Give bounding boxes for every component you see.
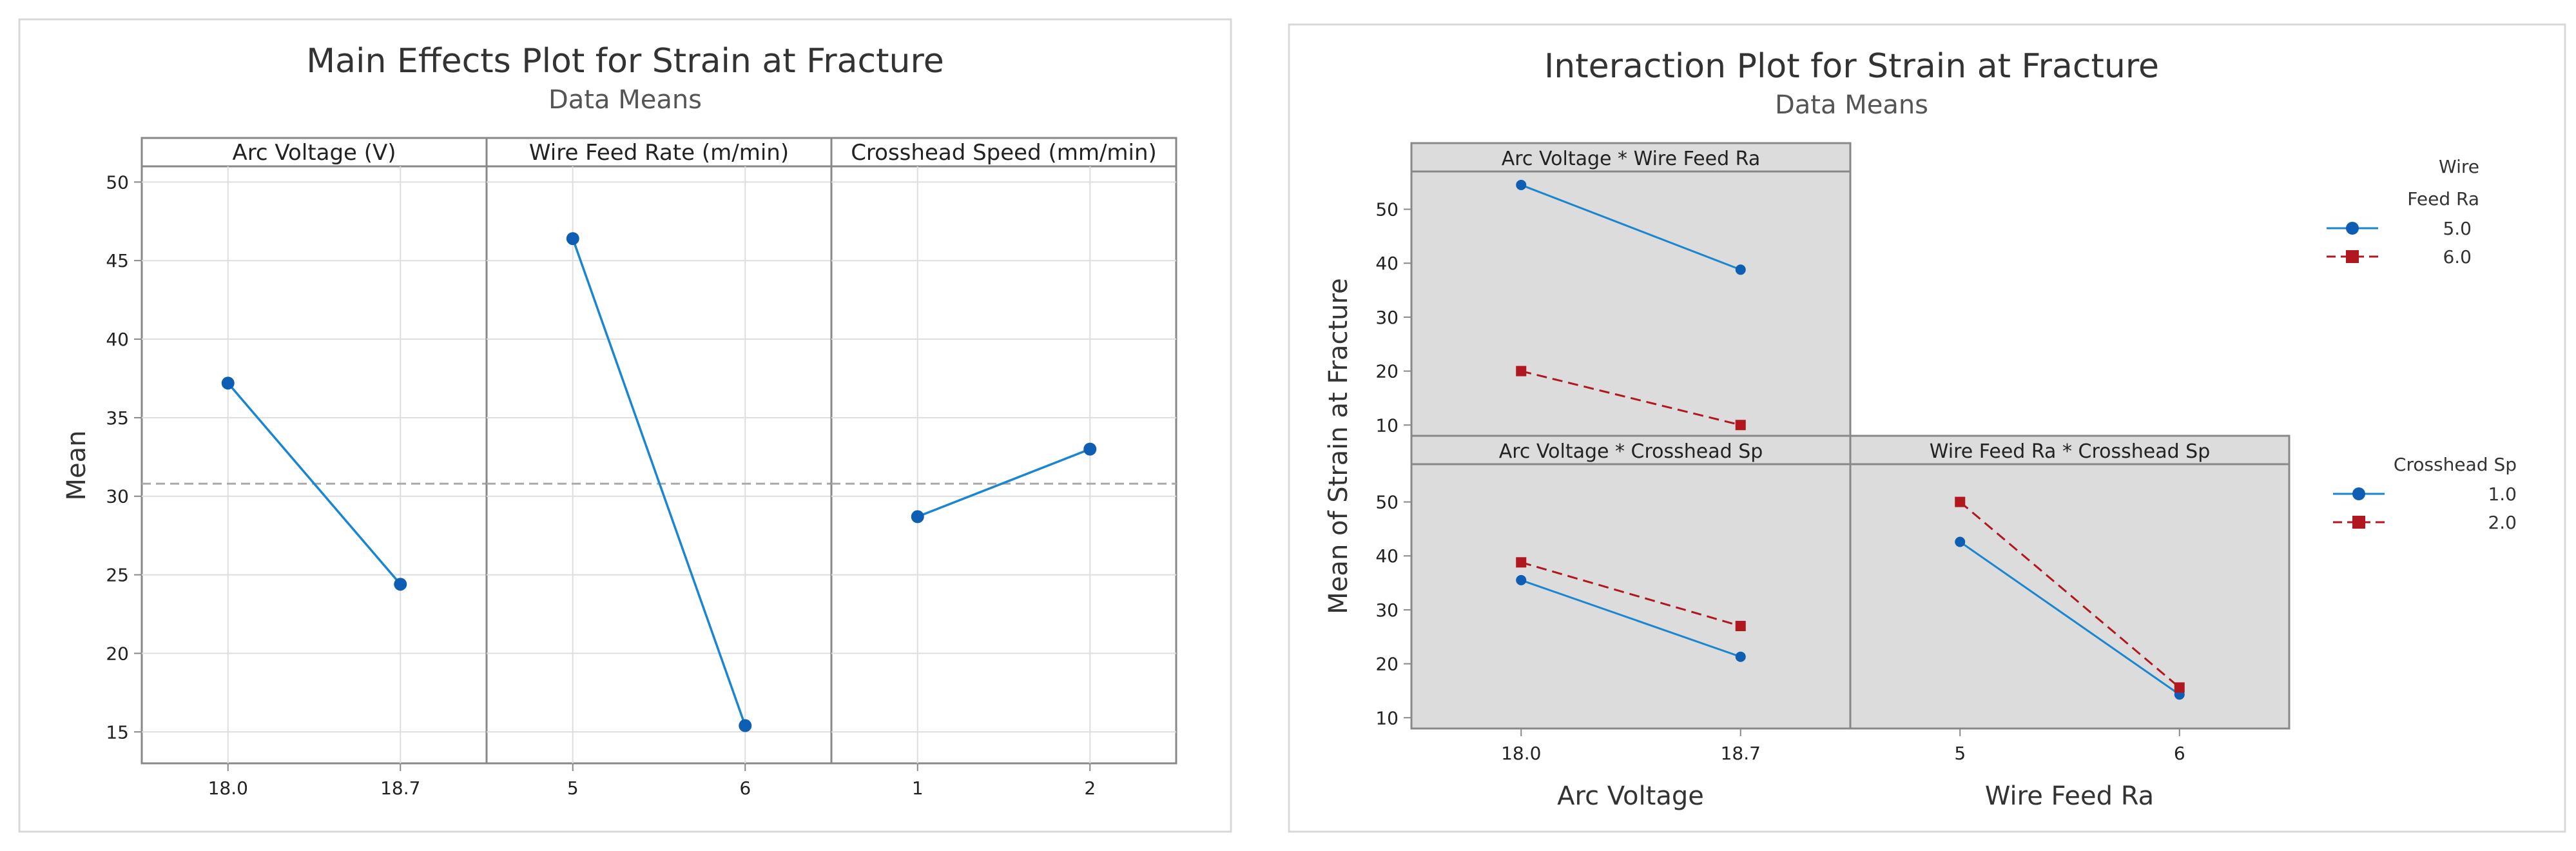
- y-tick-label: 40: [106, 329, 129, 350]
- main-effects-panel-wire-feed-rate: Wire Feed Rate (m/min) 5 6: [485, 137, 833, 799]
- y-tick-label: 30: [1375, 307, 1399, 328]
- panel-strip: [1849, 435, 2290, 465]
- data-point: [911, 510, 924, 523]
- y-tick-label: 30: [106, 486, 129, 507]
- main-effects-title: Main Effects Plot for Strain at Fracture: [306, 42, 944, 81]
- panel-strip: [1410, 142, 1852, 173]
- legend-title-line: Feed Ra: [2407, 188, 2479, 210]
- y-tick-label: 20: [1375, 654, 1399, 675]
- panel-strip: [1410, 435, 1852, 465]
- y-tick-label: 50: [1375, 199, 1399, 220]
- panel-plot-area: [485, 165, 833, 765]
- x-tick-label: 6: [739, 778, 751, 799]
- panel-plot-area: [1849, 463, 2290, 730]
- y-tick-label: 20: [1375, 361, 1399, 382]
- y-tick-label: 20: [106, 643, 129, 664]
- data-point: [566, 232, 579, 246]
- data-point: [1516, 557, 1527, 568]
- data-point: [1735, 264, 1746, 275]
- legend-marker-circle: [2346, 222, 2359, 235]
- interaction-panel-arc-voltage-wire-feed: Arc Voltage * Wire Feed Ra 10 20 30 40 50: [1375, 142, 1852, 437]
- y-tick-label: 15: [106, 721, 129, 743]
- legend-marker-square: [2352, 516, 2365, 529]
- legend-entry-label: 5.0: [2443, 218, 2472, 239]
- legend-marker-square: [2346, 250, 2359, 263]
- y-tick-label: 40: [1375, 253, 1399, 274]
- legend-entry-label: 6.0: [2443, 246, 2472, 268]
- main-effects-subtitle: Data Means: [548, 85, 702, 115]
- legend-marker-circle: [2352, 487, 2365, 500]
- series-line-1.0: [1520, 579, 1741, 658]
- y-tick-label: 35: [106, 407, 129, 429]
- y-tick-label: 50: [1375, 492, 1399, 513]
- data-point: [221, 377, 235, 390]
- series-line-2.0: [1520, 561, 1741, 627]
- panel-strip-label: Arc Voltage * Crosshead Sp: [1499, 440, 1763, 463]
- series-line-1.0: [1959, 541, 2180, 696]
- panel-strip-label: Arc Voltage (V): [232, 140, 396, 166]
- data-point: [1735, 420, 1746, 431]
- panel-plot-area: [140, 165, 488, 765]
- panel-strip-label: Wire Feed Rate (m/min): [529, 140, 789, 166]
- y-tick-label: 40: [1375, 545, 1399, 567]
- y-tick-label: 25: [106, 565, 129, 586]
- panel-plot-area: [1410, 170, 1852, 437]
- legend-entry-label: 1.0: [2488, 484, 2517, 505]
- data-point: [1516, 574, 1527, 585]
- data-point: [1516, 366, 1527, 377]
- legend-wire-feed: Wire Feed Ra 5.0 6.0: [2327, 156, 2479, 268]
- x-tick-label: 2: [1084, 778, 1096, 799]
- main-effects-y-label: Mean: [62, 431, 92, 501]
- x-tick-label: 1: [912, 778, 924, 799]
- data-point: [1083, 442, 1097, 456]
- data-point: [739, 719, 752, 732]
- panel-strip: [485, 137, 833, 168]
- legend-title-line: Crosshead Sp: [2394, 454, 2517, 475]
- panel-strip-label: Crosshead Speed (mm/min): [851, 140, 1157, 166]
- data-point: [394, 578, 407, 591]
- series-line-6.0: [1520, 370, 1741, 426]
- interaction-x-label-2: Wire Feed Ra: [1985, 781, 2154, 811]
- main-effects-panel-arc-voltage: Arc Voltage (V) 18.0 18.7 15 20 25 30 35 40 45 50: [106, 137, 488, 799]
- x-tick-label: 18.7: [1721, 743, 1761, 764]
- x-tick-label: 18.0: [1501, 743, 1541, 764]
- panel-strip-label: Wire Feed Ra * Crosshead Sp: [1930, 440, 2211, 463]
- y-tick-label: 30: [1375, 600, 1399, 621]
- panel-plot-area: [1410, 463, 1852, 730]
- y-tick-label: 10: [1375, 415, 1399, 436]
- x-tick-label: 18.7: [380, 778, 420, 799]
- x-tick-label: 6: [2174, 743, 2185, 764]
- x-tick-label: 18.0: [208, 778, 248, 799]
- y-tick-label: 45: [106, 250, 129, 271]
- legend-entry-label: 2.0: [2488, 512, 2517, 533]
- interaction-x-label-1: Arc Voltage: [1557, 781, 1704, 811]
- x-tick-label: 5: [567, 778, 579, 799]
- interaction-y-label: Mean of Strain at Fracture: [1324, 278, 1353, 614]
- main-effects-panel-crosshead-speed: Crosshead Speed (mm/min) 1 2: [830, 137, 1177, 799]
- interaction-title: Interaction Plot for Strain at Fracture: [1544, 47, 2159, 86]
- data-point: [1955, 536, 1966, 547]
- x-tick-label: 5: [1954, 743, 1966, 764]
- legend-crosshead: Crosshead Sp 1.0 2.0: [2333, 454, 2517, 533]
- panel-strip-label: Arc Voltage * Wire Feed Ra: [1502, 148, 1761, 170]
- interaction-subtitle: Data Means: [1775, 90, 1928, 120]
- data-point: [1735, 621, 1746, 632]
- y-tick-label: 50: [106, 171, 129, 193]
- series-line: [572, 238, 746, 727]
- y-tick-label: 10: [1375, 707, 1399, 729]
- data-point: [1955, 496, 1966, 507]
- data-point: [1735, 651, 1746, 662]
- data-point: [2174, 682, 2185, 693]
- series-line: [917, 448, 1090, 518]
- series-line-5.0: [1520, 184, 1741, 271]
- interaction-panel-arc-voltage-crosshead: Arc Voltage * Crosshead Sp 10 20 30 40 50 18.…: [1375, 435, 1852, 764]
- panel-plot-area: [830, 165, 1177, 765]
- data-point: [1516, 179, 1527, 190]
- interaction-panel-wire-feed-crosshead: Wire Feed Ra * Crosshead Sp 5 6: [1849, 435, 2290, 764]
- legend-title-line: Wire: [2439, 156, 2479, 177]
- series-line: [227, 382, 402, 585]
